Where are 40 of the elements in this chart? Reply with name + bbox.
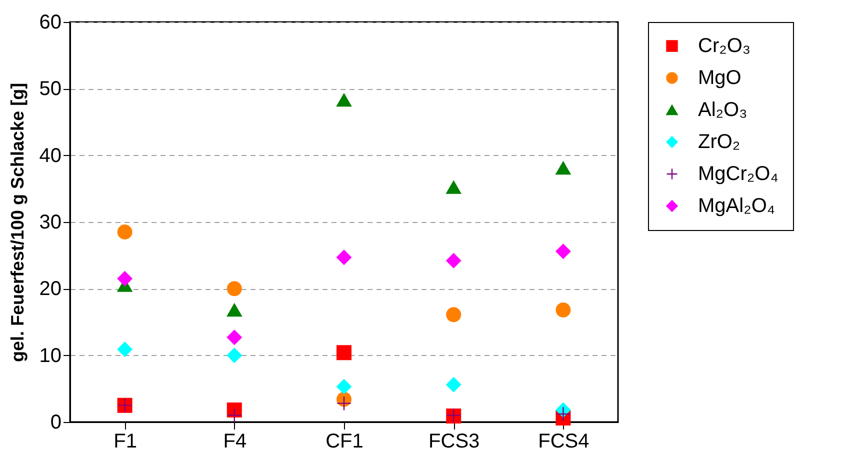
y-tick-label: 0 (50, 412, 62, 434)
point (226, 303, 242, 317)
y-tick-label: 10 (39, 344, 62, 367)
y-tick-label: 60 (39, 12, 62, 34)
legend-label: MgO (698, 67, 742, 89)
point (226, 281, 242, 296)
point (117, 224, 132, 240)
point (446, 180, 462, 194)
point (556, 244, 571, 259)
point (446, 377, 462, 392)
y-tick-label: 40 (39, 144, 62, 167)
x-tick-label: F1 (114, 430, 137, 452)
point (117, 342, 132, 357)
y-tick-label: 30 (39, 212, 62, 234)
point (226, 408, 242, 423)
point (336, 396, 352, 411)
point (556, 161, 571, 175)
legend-label: Al₂O₃ (698, 99, 748, 121)
legend-label: MgAl₂O₄ (698, 195, 776, 217)
point (336, 345, 352, 360)
point (336, 379, 352, 394)
point (446, 307, 462, 322)
point (556, 406, 571, 422)
point (556, 302, 571, 318)
point (336, 250, 352, 265)
legend-label: ZrO₂ (698, 131, 740, 153)
point (117, 271, 132, 286)
point (226, 330, 242, 345)
y-tick-label: 20 (39, 278, 62, 300)
point (336, 93, 352, 107)
legend-label: Cr₂O₃ (698, 35, 751, 57)
x-tick-label: FCS4 (538, 430, 590, 452)
y-tick-label: 50 (39, 78, 62, 100)
x-tick-label: FCS3 (428, 430, 480, 452)
x-tick-label: F4 (223, 430, 247, 452)
legend-label: MgCr₂O₄ (698, 163, 778, 185)
y-axis-title: gel. Feuerfest/100 g Schlacke [g] (7, 82, 28, 362)
x-tick-label: CF1 (326, 430, 364, 452)
point (226, 348, 242, 363)
point (446, 253, 462, 268)
